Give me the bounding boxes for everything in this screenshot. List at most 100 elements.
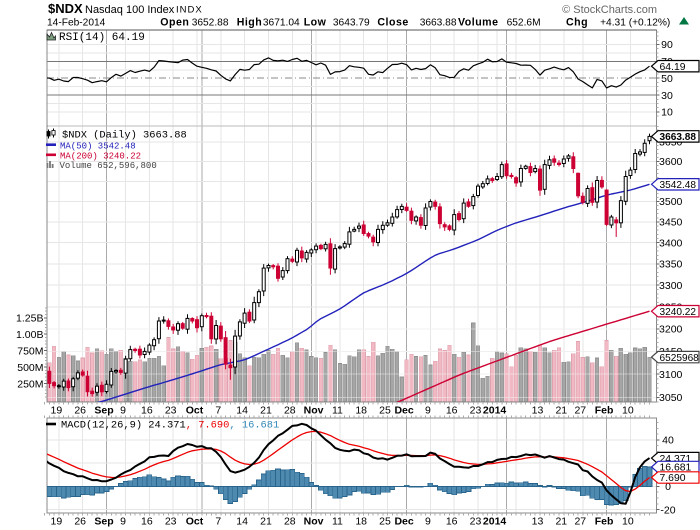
svg-text:10: 10 <box>622 404 634 416</box>
svg-text:23: 23 <box>165 404 177 416</box>
svg-text:RSI(14) 64.19: RSI(14) 64.19 <box>59 32 145 44</box>
svg-text:9: 9 <box>425 404 431 416</box>
svg-text:16: 16 <box>446 404 458 416</box>
svg-text:6525968: 6525968 <box>660 353 700 364</box>
svg-text:14: 14 <box>236 516 248 528</box>
svg-text:Open: Open <box>160 17 189 29</box>
svg-text:21: 21 <box>260 516 272 528</box>
svg-text:0: 0 <box>665 481 671 493</box>
svg-text:3600: 3600 <box>659 156 683 168</box>
svg-text:3663.88: 3663.88 <box>420 18 457 29</box>
svg-text:14-Feb-2014: 14-Feb-2014 <box>47 18 106 29</box>
svg-text:3643.79: 3643.79 <box>333 18 370 29</box>
svg-text:19: 19 <box>51 404 63 416</box>
svg-text:500M: 500M <box>17 362 43 374</box>
svg-text:Oct: Oct <box>186 404 204 416</box>
svg-text:3350: 3350 <box>659 259 683 271</box>
svg-text:3050: 3050 <box>659 392 683 404</box>
svg-text:16: 16 <box>446 516 458 528</box>
svg-text:3100: 3100 <box>659 369 683 381</box>
svg-text:25: 25 <box>379 404 391 416</box>
svg-text:3542.48: 3542.48 <box>660 180 697 191</box>
svg-text:9: 9 <box>425 516 431 528</box>
svg-text:27: 27 <box>574 516 586 528</box>
svg-text:18: 18 <box>355 404 367 416</box>
svg-text:3671.04: 3671.04 <box>263 18 300 29</box>
svg-text:2014: 2014 <box>483 516 507 528</box>
svg-text:18: 18 <box>355 516 367 528</box>
svg-text:Close: Close <box>377 17 408 29</box>
svg-text:10: 10 <box>622 516 634 528</box>
svg-text:13: 13 <box>532 516 544 528</box>
svg-text:9: 9 <box>120 404 126 416</box>
svg-text:750M: 750M <box>17 345 43 357</box>
svg-text:INDX: INDX <box>176 5 203 16</box>
svg-text:10: 10 <box>661 107 673 119</box>
svg-text:MA(50) 3542.48: MA(50) 3542.48 <box>60 141 136 151</box>
svg-text:$NDX (Daily) 3663.88: $NDX (Daily) 3663.88 <box>62 130 187 142</box>
svg-text:16.681: 16.681 <box>660 463 692 474</box>
svg-text:Sep: Sep <box>94 404 113 416</box>
svg-text:16: 16 <box>141 516 153 528</box>
svg-text:21: 21 <box>260 404 272 416</box>
svg-text:Nasdaq 100 Index: Nasdaq 100 Index <box>85 4 175 16</box>
svg-text:9: 9 <box>120 516 126 528</box>
svg-text:3652.88: 3652.88 <box>192 18 229 29</box>
svg-text:21: 21 <box>555 516 567 528</box>
svg-text:3240.22: 3240.22 <box>660 307 697 318</box>
svg-text:7.690: 7.690 <box>660 473 686 484</box>
svg-text:+4.31 (+0.12%): +4.31 (+0.12%) <box>600 18 670 29</box>
svg-text:90: 90 <box>661 39 673 51</box>
svg-text:23: 23 <box>470 516 482 528</box>
svg-text:Nov: Nov <box>304 516 324 528</box>
svg-text:Feb: Feb <box>595 516 614 528</box>
svg-text:Oct: Oct <box>186 516 204 528</box>
svg-text:2014: 2014 <box>483 404 507 416</box>
svg-text:28: 28 <box>284 516 296 528</box>
svg-text:27: 27 <box>574 404 586 416</box>
svg-text:Volume 652,596,800: Volume 652,596,800 <box>60 161 157 171</box>
svg-text:Low: Low <box>304 17 327 29</box>
svg-text:7: 7 <box>215 516 221 528</box>
svg-text:© StockCharts.com: © StockCharts.com <box>562 4 657 16</box>
svg-text:40: 40 <box>662 435 674 447</box>
svg-text:25: 25 <box>379 516 391 528</box>
svg-text:64.19: 64.19 <box>660 62 686 73</box>
svg-text:3500: 3500 <box>659 196 683 208</box>
svg-text:1.00B: 1.00B <box>16 329 43 341</box>
svg-text:$NDX: $NDX <box>48 1 83 16</box>
svg-text:Nov: Nov <box>304 404 324 416</box>
svg-text:3400: 3400 <box>659 237 683 249</box>
svg-text:High: High <box>237 17 263 29</box>
svg-text:23: 23 <box>470 404 482 416</box>
svg-text:30: 30 <box>661 90 673 102</box>
svg-text:3200: 3200 <box>659 324 683 336</box>
svg-text:14: 14 <box>236 404 248 416</box>
svg-text:23: 23 <box>165 516 177 528</box>
svg-text:3300: 3300 <box>659 280 683 292</box>
svg-text:16: 16 <box>141 404 153 416</box>
svg-text:-20: -20 <box>660 504 675 516</box>
svg-text:250M: 250M <box>17 378 43 390</box>
svg-text:11: 11 <box>332 516 343 528</box>
svg-text:Chg: Chg <box>566 17 588 29</box>
svg-text:19: 19 <box>51 516 63 528</box>
svg-text:Sep: Sep <box>94 516 113 528</box>
svg-text:652.6M: 652.6M <box>507 18 541 29</box>
svg-text:24.371: 24.371 <box>660 454 692 465</box>
svg-text:Volume: Volume <box>458 17 498 29</box>
svg-text:Feb: Feb <box>595 404 614 416</box>
svg-text:7: 7 <box>215 404 221 416</box>
svg-text:3450: 3450 <box>659 217 683 229</box>
svg-text:3663.88: 3663.88 <box>660 132 697 143</box>
svg-text:Dec: Dec <box>394 516 413 528</box>
svg-text:1.25B: 1.25B <box>16 312 43 324</box>
svg-text:MA(200) 3240.22: MA(200) 3240.22 <box>60 151 141 161</box>
svg-text:MACD(12,26,9) 24.371, 7.690, 1: MACD(12,26,9) 24.371, 7.690, 16.681 <box>61 420 279 432</box>
svg-text:26: 26 <box>74 404 86 416</box>
svg-text:26: 26 <box>74 516 86 528</box>
svg-text:Dec: Dec <box>394 404 413 416</box>
svg-text:28: 28 <box>284 404 296 416</box>
svg-text:13: 13 <box>532 404 544 416</box>
svg-text:11: 11 <box>332 404 343 416</box>
